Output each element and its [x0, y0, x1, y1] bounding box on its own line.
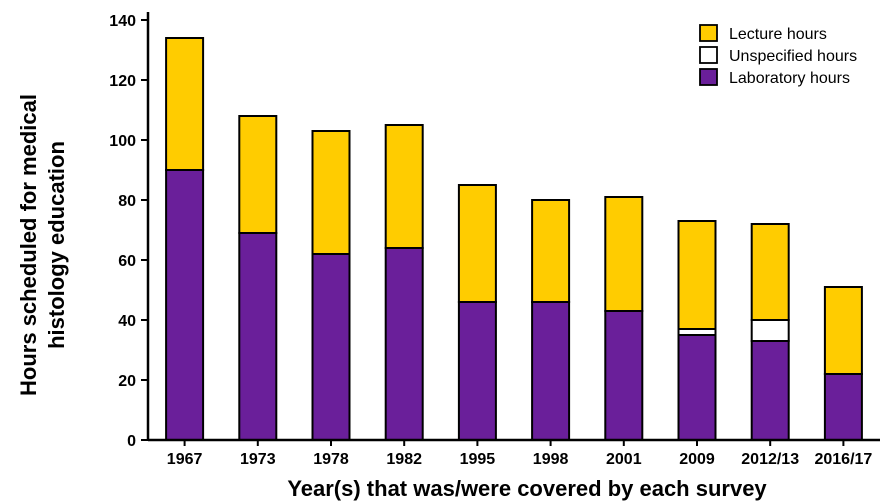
- y-tick-label: 140: [109, 13, 136, 30]
- legend-swatch: [699, 46, 718, 64]
- x-tick-label: 2016/17: [814, 451, 872, 468]
- y-tick-label: 40: [118, 313, 136, 330]
- y-tick-label: 80: [118, 193, 136, 210]
- bar-segment-laboratory-hours-1973: [238, 232, 278, 441]
- y-tick-label: 120: [109, 73, 136, 90]
- x-tick-label: 1978: [313, 451, 349, 468]
- y-tick-label: 20: [118, 373, 136, 390]
- y-tick-label: 100: [109, 133, 136, 150]
- bar-segment-lecture-hours-1995: [457, 184, 497, 303]
- bar-segment-lecture-hours-2009: [677, 220, 717, 330]
- x-tick-label: 2001: [606, 451, 642, 468]
- x-tick-label: 1967: [167, 451, 203, 468]
- x-tick-label: 1998: [533, 451, 569, 468]
- x-axis-title: Year(s) that was/were covered by each su…: [287, 476, 767, 501]
- y-axis-title-line-1: Hours scheduled for medical: [16, 94, 41, 396]
- bar-segment-laboratory-hours-1982: [384, 247, 424, 441]
- bar-segment-lecture-hours-2001: [604, 196, 644, 312]
- bar-segment-laboratory-hours-1995: [457, 301, 497, 441]
- axes-group: [146, 12, 880, 442]
- y-tick-label: 60: [118, 253, 136, 270]
- bar-segment-lecture-hours-2016-17: [823, 286, 863, 375]
- bar-segment-laboratory-hours-2009: [677, 334, 717, 441]
- x-tick-label: 2012/13: [741, 451, 799, 468]
- legend-label: Unspecified hours: [729, 48, 857, 65]
- legend: Lecture hours Unspecified hours Laboratory…: [699, 24, 857, 87]
- bar-segment-lecture-hours-1998: [531, 199, 571, 303]
- y-tick-label: 0: [127, 433, 136, 450]
- bars-group: [165, 37, 863, 441]
- bar-segment-laboratory-hours-2016-17: [823, 373, 863, 441]
- x-tick-label: 1995: [460, 451, 496, 468]
- x-tick-label: 1982: [386, 451, 422, 468]
- y-axis-title-line-2: histology education: [44, 141, 69, 349]
- legend-item-unspecified-hours: Unspecified hours: [699, 46, 857, 65]
- y-axis-title: Hours scheduled for medical histology ed…: [16, 94, 69, 396]
- bar-segment-lecture-hours-2012-13: [750, 223, 790, 321]
- legend-item-laboratory-hours: Laboratory hours: [699, 68, 850, 87]
- y-ticks-group: 0 20 40 60 80 100 120 140: [109, 13, 148, 450]
- legend-label: Lecture hours: [729, 26, 827, 43]
- bar-segment-lecture-hours-1982: [384, 124, 424, 249]
- bar-segment-lecture-hours-1978: [311, 130, 351, 255]
- x-tick-label: 1973: [240, 451, 276, 468]
- bar-segment-lecture-hours-1967: [165, 37, 205, 171]
- legend-item-lecture-hours: Lecture hours: [699, 24, 827, 43]
- bar-segment-lecture-hours-1973: [238, 115, 278, 234]
- bar-segment-laboratory-hours-1998: [531, 301, 571, 441]
- legend-swatch: [699, 24, 718, 42]
- bar-segment-laboratory-hours-1967: [165, 169, 205, 441]
- legend-swatch: [699, 68, 718, 86]
- bar-segment-laboratory-hours-1978: [311, 253, 351, 441]
- legend-label: Laboratory hours: [729, 70, 850, 87]
- x-ticks-group: 1967 1973 1978 1982 1995 1998 2001 2009 2012/13 2…: [167, 440, 872, 468]
- bar-segment-laboratory-hours-2001: [604, 310, 644, 441]
- bar-segment-laboratory-hours-2012-13: [750, 340, 790, 441]
- x-tick-label: 2009: [679, 451, 715, 468]
- bar-segment-unspecified-hours-2012-13: [750, 319, 790, 342]
